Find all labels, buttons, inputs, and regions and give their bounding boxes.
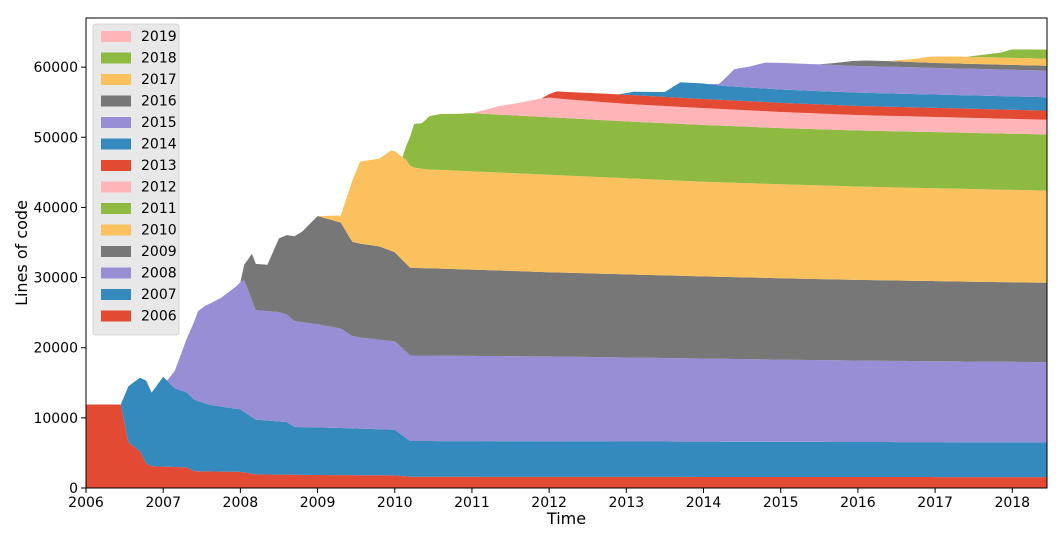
legend-label-2008: 2008	[141, 266, 177, 282]
legend-label-2010: 2010	[141, 223, 177, 239]
y-tick-label: 40000	[33, 200, 78, 216]
x-tick-label: 2018	[994, 495, 1030, 511]
legend-label-2006: 2006	[141, 309, 177, 325]
legend-swatch-2006	[101, 310, 131, 322]
area-series-2010	[86, 150, 1047, 405]
legend-label-2017: 2017	[141, 72, 177, 88]
y-tick-label: 10000	[33, 411, 78, 427]
legend-label-2012: 2012	[141, 180, 177, 196]
legend-label-2015: 2015	[141, 115, 177, 131]
x-axis: 2006 2007 2008 2009 2010 2011 2012 2013 2014 2015…	[68, 488, 1030, 511]
legend-swatch-2013	[101, 160, 131, 171]
area-series-2007	[86, 376, 1047, 478]
area-series-2012	[86, 97, 1047, 405]
x-tick-label: 2009	[300, 495, 336, 511]
area-series-group	[86, 49, 1047, 488]
legend-swatch-2014	[101, 138, 131, 150]
x-axis-title: Time	[546, 509, 586, 528]
legend-swatch-2010	[101, 224, 131, 236]
y-tick-label: 50000	[33, 130, 78, 146]
legend-label-2007: 2007	[141, 287, 177, 303]
plot-frame	[85, 17, 1048, 489]
legend-swatch-2016	[101, 95, 131, 107]
y-tick-label: 20000	[33, 341, 78, 357]
y-tick-label: 60000	[33, 60, 78, 76]
legend-label-2014: 2014	[141, 137, 177, 153]
x-tick-label: 2011	[454, 495, 490, 511]
y-axis: 0 10000 20000 30000 40000 50000 60000	[33, 60, 86, 497]
x-tick-label: 2015	[763, 495, 799, 511]
x-tick-label: 2012	[531, 495, 567, 511]
legend-label-2019: 2019	[141, 29, 177, 45]
area-series-2009	[86, 216, 1047, 405]
legend-label-2016: 2016	[141, 94, 177, 110]
x-tick-label: 2007	[145, 495, 181, 511]
x-tick-label: 2013	[609, 495, 645, 511]
x-tick-label: 2006	[68, 495, 104, 511]
area-series-2011	[86, 113, 1047, 405]
x-tick-label: 2017	[917, 495, 953, 511]
y-axis-title: Lines of code	[12, 200, 31, 306]
x-tick-label: 2010	[377, 495, 413, 511]
legend-swatch-2015	[101, 117, 131, 128]
legend-label-2009: 2009	[141, 244, 177, 260]
legend-swatch-2017	[101, 74, 131, 85]
legend-swatch-2007	[101, 289, 131, 300]
area-series-2006	[86, 404, 1047, 488]
legend-swatch-2012	[101, 181, 131, 193]
x-tick-label: 2008	[223, 495, 259, 511]
legend-swatch-2018	[101, 52, 131, 64]
x-tick-label: 2016	[840, 495, 876, 511]
legend-label-2013: 2013	[141, 158, 177, 174]
legend-label-2018: 2018	[141, 51, 177, 67]
legend: 2019 2018 2017 2016 2015 2014 2013 2012 2011 2010…	[92, 23, 180, 336]
y-tick-label: 0	[69, 481, 78, 497]
y-tick-label: 30000	[33, 271, 78, 287]
legend-swatch-2008	[101, 267, 131, 279]
legend-swatch-2009	[101, 246, 131, 257]
x-tick-label: 2014	[686, 495, 722, 511]
area-series-2008	[86, 280, 1047, 443]
legend-swatch-2011	[101, 203, 131, 214]
legend-label-2011: 2011	[141, 201, 177, 217]
legend-swatch-2019	[101, 31, 131, 42]
